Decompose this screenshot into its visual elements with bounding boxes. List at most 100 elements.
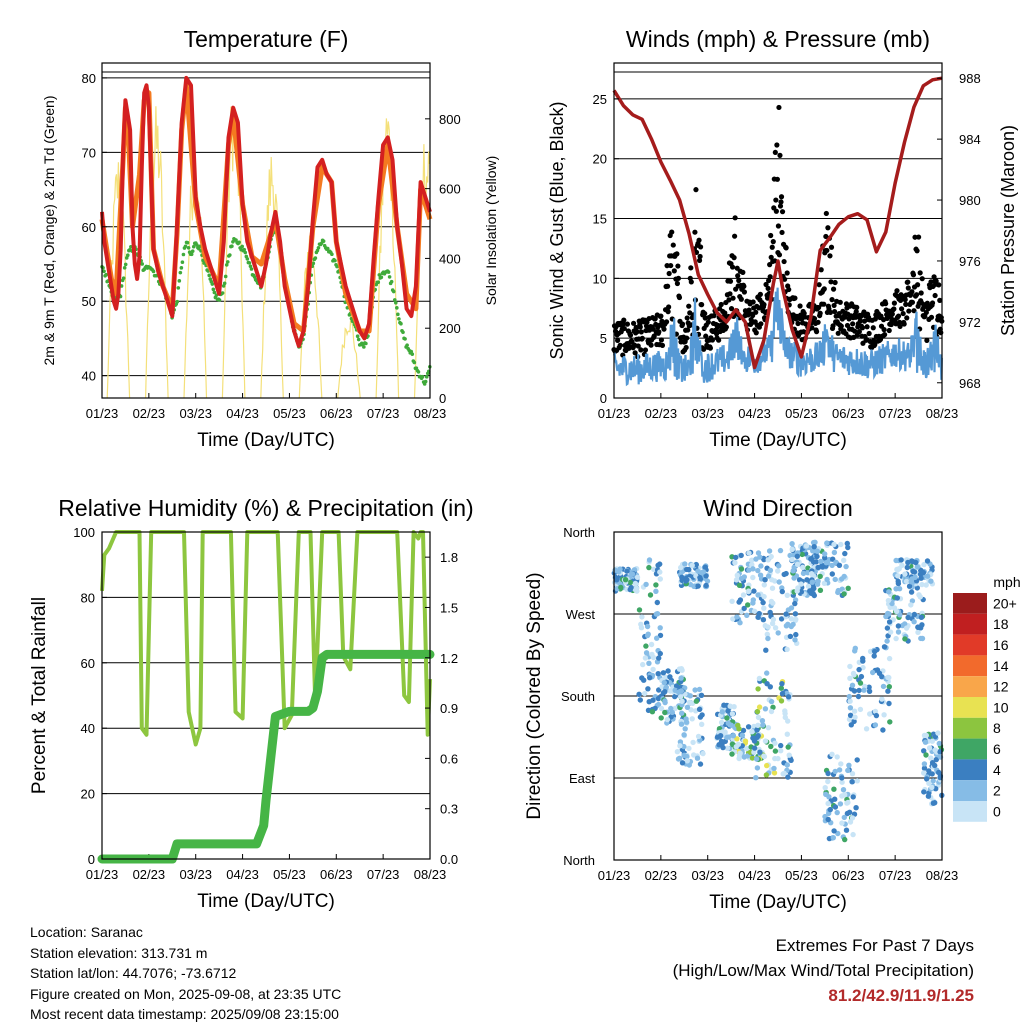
direction-point <box>920 569 927 576</box>
direction-point <box>683 716 689 722</box>
direction-point <box>924 776 930 782</box>
dewpoint-point <box>376 280 381 285</box>
direction-point <box>684 566 690 573</box>
direction-point <box>654 635 660 641</box>
direction-point <box>699 712 705 718</box>
dewpoint-point <box>104 272 108 277</box>
direction-point <box>749 561 755 568</box>
gust-point <box>900 310 906 317</box>
dewpoint-point <box>247 261 252 265</box>
direction-point <box>846 693 852 700</box>
direction-point <box>886 611 892 617</box>
direction-point <box>760 617 767 623</box>
direction-point <box>745 588 752 594</box>
direction-point <box>756 610 762 617</box>
direction-point <box>847 698 853 704</box>
direction-point <box>915 629 921 635</box>
direction-point <box>753 756 760 762</box>
humidity-x-tick-label: 03/23 <box>179 867 212 882</box>
direction-point <box>798 581 804 587</box>
precip-line <box>97 649 435 864</box>
temperature-x-tick-label: 03/23 <box>179 406 212 421</box>
gust-point <box>766 277 772 284</box>
gust-point <box>827 253 833 259</box>
direction-point <box>720 744 726 751</box>
direction-point <box>778 616 785 622</box>
colorbar-swatch <box>953 780 987 801</box>
gust-point <box>711 313 717 319</box>
dewpoint-point <box>124 256 129 260</box>
extremes-subtitle: (High/Low/Max Wind/Total Precipitation) <box>672 961 974 980</box>
gust-point <box>728 306 735 312</box>
gust-point <box>778 194 785 200</box>
dewpoint-point <box>185 240 190 245</box>
temperature-title: Temperature (F) <box>184 26 349 52</box>
direction-point <box>929 738 935 744</box>
direction-point <box>736 582 743 588</box>
gust-point <box>779 209 786 215</box>
gust-point <box>775 223 782 229</box>
dewpoint-point <box>356 337 361 342</box>
direction-point <box>660 670 667 676</box>
direction-point <box>858 673 865 680</box>
direction-x-tick-label: 02/23 <box>645 868 678 883</box>
direction-point <box>866 688 873 694</box>
direction-point <box>794 553 800 559</box>
temperature-x-tick-label: 01/23 <box>86 406 119 421</box>
winds-chart: Winds (mph) & Pressure (mb) 01/23 02/23 03/… <box>547 26 1018 451</box>
direction-point <box>779 681 785 687</box>
direction-point <box>657 632 664 639</box>
direction-point <box>843 563 849 570</box>
direction-point <box>838 761 844 767</box>
temperature-y-tick-label: 40 <box>82 369 96 384</box>
direction-point <box>893 608 900 614</box>
dewpoint-point <box>423 379 428 384</box>
gust-point <box>864 324 870 330</box>
direction-point <box>814 548 820 554</box>
direction-point <box>767 609 773 616</box>
direction-point <box>851 708 858 714</box>
direction-point <box>693 561 699 568</box>
direction-point <box>792 611 799 617</box>
gust-point <box>688 265 694 271</box>
direction-point <box>925 793 932 799</box>
direction-point <box>681 752 687 758</box>
direction-point <box>785 607 792 613</box>
gust-point <box>696 237 702 243</box>
temperature-y-tick-label: 50 <box>82 294 96 309</box>
direction-point <box>822 785 828 791</box>
direction-point <box>765 557 771 563</box>
direction-point <box>754 765 761 771</box>
dewpoint-point <box>424 375 429 379</box>
gust-point <box>730 295 736 301</box>
humidity-x-tick-label: 07/23 <box>367 867 400 882</box>
direction-point <box>914 585 920 591</box>
direction-point <box>643 643 649 649</box>
direction-point <box>930 800 937 806</box>
direction-point <box>663 674 669 681</box>
direction-point <box>908 589 915 595</box>
dewpoint-point <box>399 321 403 326</box>
direction-point <box>857 706 864 713</box>
dewpoint-point <box>211 287 216 292</box>
direction-point <box>817 587 824 593</box>
direction-point <box>839 820 845 826</box>
direction-point <box>741 605 747 612</box>
direction-point <box>860 655 866 662</box>
gust-point <box>729 264 736 270</box>
gust-point <box>866 330 872 337</box>
station-info: Location: Saranac Station elevation: 313… <box>30 922 341 1025</box>
gust-point <box>765 285 771 291</box>
direction-point <box>655 562 661 568</box>
direction-point <box>658 715 664 721</box>
direction-point <box>744 753 751 759</box>
direction-point <box>905 614 911 621</box>
direction-point <box>657 650 663 657</box>
direction-point <box>895 623 902 629</box>
direction-point <box>683 578 689 584</box>
direction-x-tick-label: 08/23 <box>926 868 959 883</box>
direction-point <box>839 779 845 785</box>
direction-point <box>785 744 791 750</box>
direction-point <box>881 712 887 718</box>
gust-point <box>906 308 912 314</box>
